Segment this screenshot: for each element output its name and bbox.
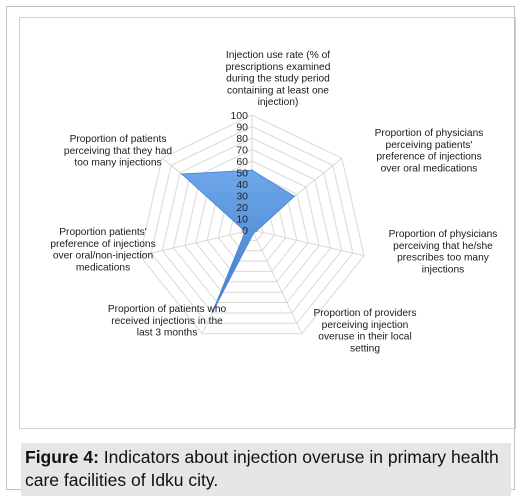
- radar-category-label: Proportion of physicians perceiving that …: [389, 229, 498, 275]
- radar-series: [180, 169, 296, 313]
- radar-tick-label: 0: [242, 225, 248, 237]
- radar-grid-ring: [139, 114, 365, 335]
- radar-data-point: [255, 230, 258, 232]
- radar-grid-ring: [195, 171, 309, 283]
- radar-tick-label: 30: [236, 191, 248, 203]
- radar-grid-ring: [206, 183, 298, 272]
- radar-category-label: Proportion of providers perceiving inject…: [313, 308, 416, 354]
- figure-caption-text: Indicators about injection overuse in pr…: [25, 447, 499, 490]
- radar-grid-ring: [161, 137, 343, 314]
- radar-grid-ring: [172, 148, 332, 303]
- radar-category-labels: Injection use rate (% of prescriptions ex…: [50, 50, 497, 354]
- radar-category-label: Proportion of patients who received injec…: [108, 304, 227, 339]
- radar-axis-line: [251, 229, 365, 257]
- radar-tick-label: 40: [236, 179, 248, 191]
- chart-area: 0 10 20 30 40 50 60 70 80 90 100 Injection use rat…: [19, 17, 516, 429]
- radar-data-point: [252, 232, 255, 234]
- figure-frame: 0 10 20 30 40 50 60 70 80 90 100 Injection use rat…: [6, 6, 516, 496]
- radar-grid-ring: [150, 125, 354, 324]
- radar-series-area: [180, 169, 296, 313]
- radar-grid-ring: [217, 194, 287, 262]
- radar-grid: [139, 114, 365, 335]
- radar-category-label: Proportion of patients perceiving that th…: [64, 134, 173, 169]
- radar-tick-label: 90: [236, 122, 248, 134]
- radar-tick-label: 100: [230, 110, 248, 122]
- radar-tick-label: 50: [236, 168, 248, 180]
- radar-tick-label: 70: [236, 145, 248, 157]
- figure-label: Figure 4:: [25, 447, 99, 467]
- radar-tick-label: 80: [236, 133, 248, 145]
- radar-tick-label: 10: [236, 214, 248, 226]
- figure-caption: Figure 4: Indicators about injection ove…: [21, 443, 511, 496]
- radar-data-point: [293, 195, 296, 198]
- radar-tick-label: 60: [236, 156, 248, 168]
- radar-data-point: [181, 173, 183, 175]
- radar-axis-line: [139, 229, 253, 257]
- radar-grid-ring: [184, 160, 320, 293]
- radar-category-label: Proportion patients' preference of inject…: [50, 227, 155, 273]
- radar-category-label: Injection use rate (% of prescriptions ex…: [226, 50, 331, 108]
- radar-data-point: [211, 311, 214, 313]
- radar-data-point: [251, 169, 253, 171]
- radar-axis-line: [251, 229, 303, 334]
- radar-data-point: [244, 230, 247, 233]
- radar-tick-label: 20: [236, 202, 248, 214]
- radar-category-label: Proportion of physicians perceiving patie…: [375, 128, 484, 174]
